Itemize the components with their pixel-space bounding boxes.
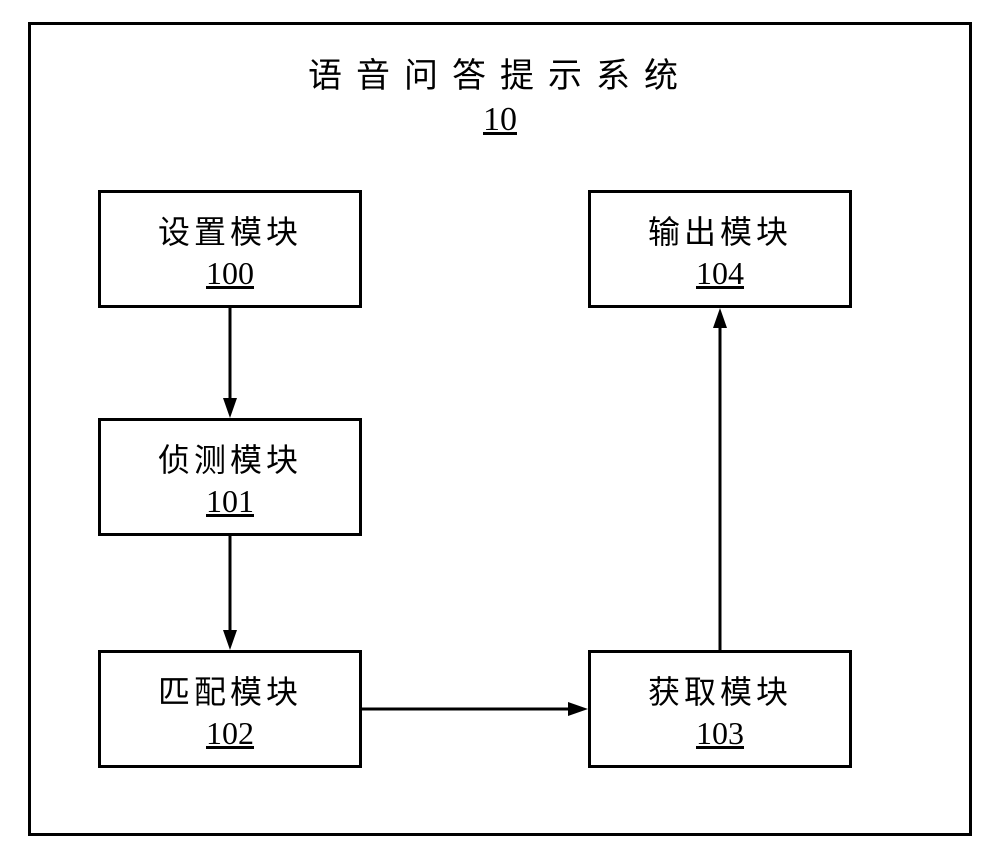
node-n100: 设置模块100 xyxy=(98,190,362,308)
diagram-title-number: 10 xyxy=(28,101,972,139)
diagram-title: 语音问答提示系统 10 xyxy=(28,48,972,139)
diagram-canvas: 语音问答提示系统 10 设置模块100 侦测模块101 匹配模块102 获取模块103… xyxy=(0,0,1000,864)
node-label: 输出模块 xyxy=(648,207,792,253)
node-number: 102 xyxy=(206,715,254,752)
node-n104: 输出模块104 xyxy=(588,190,852,308)
node-number: 101 xyxy=(206,483,254,520)
node-n103: 获取模块103 xyxy=(588,650,852,768)
node-number: 100 xyxy=(206,255,254,292)
node-label: 设置模块 xyxy=(158,207,302,253)
node-label: 侦测模块 xyxy=(158,435,302,481)
node-label: 匹配模块 xyxy=(158,667,302,713)
diagram-title-text: 语音问答提示系统 xyxy=(28,48,972,97)
node-number: 104 xyxy=(696,255,744,292)
node-label: 获取模块 xyxy=(648,667,792,713)
node-n101: 侦测模块101 xyxy=(98,418,362,536)
node-number: 103 xyxy=(696,715,744,752)
node-n102: 匹配模块102 xyxy=(98,650,362,768)
